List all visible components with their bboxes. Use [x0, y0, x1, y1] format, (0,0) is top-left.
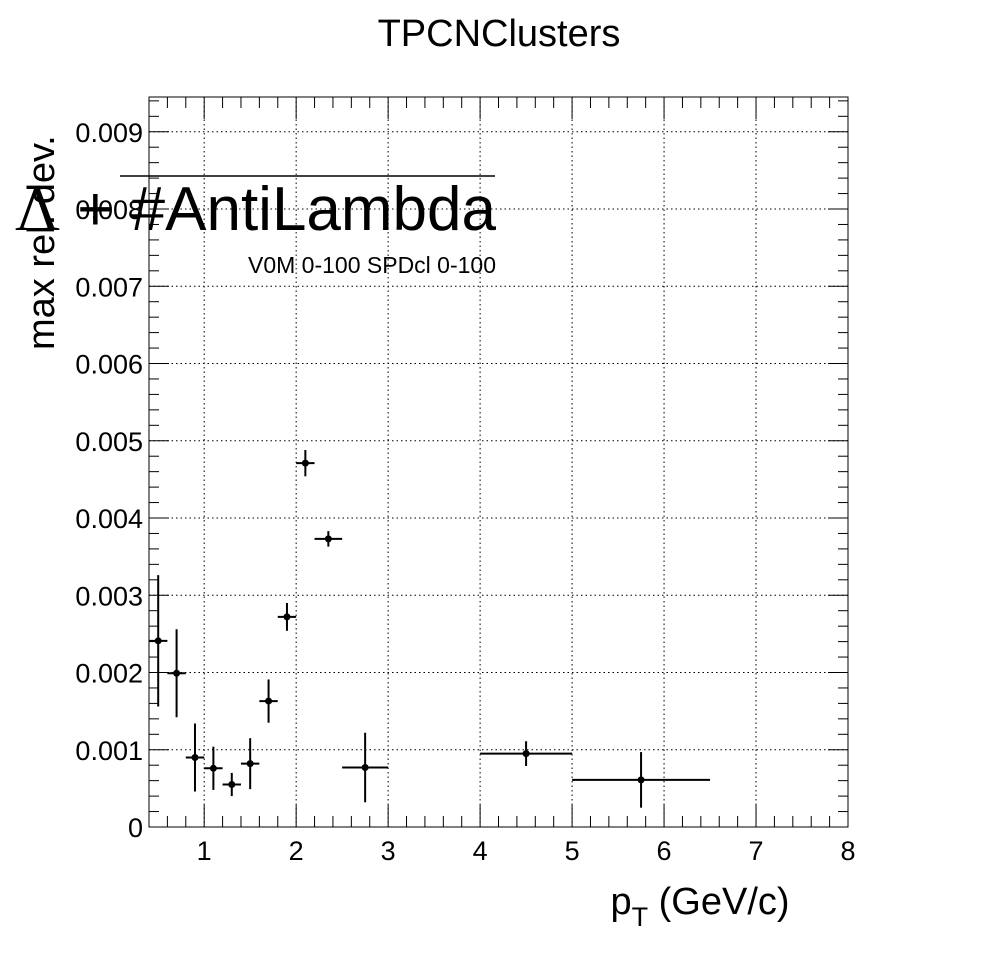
x-tick-label: 8 — [840, 836, 855, 866]
data-marker — [301, 459, 309, 467]
x-tick-label: 6 — [657, 836, 672, 866]
y-tick-label: 0 — [128, 813, 143, 843]
data-point — [222, 772, 241, 797]
x-tick-label: 5 — [565, 836, 580, 866]
data-point — [185, 723, 205, 792]
ticks-layer — [148, 97, 849, 828]
plot-frame — [148, 96, 849, 828]
data-point — [149, 575, 168, 707]
x-tick-label: 1 — [197, 836, 212, 866]
x-tick-label: 2 — [289, 836, 304, 866]
x-axis-label-subscript: T — [632, 902, 649, 932]
x-tick-label: 4 — [473, 836, 488, 866]
data-marker — [154, 637, 162, 645]
legend-lambda-symbol: Λ — [15, 176, 60, 244]
y-tick-label: 0.003 — [75, 581, 143, 611]
legend-entry: Λ + #AntiLambda — [15, 175, 497, 244]
y-tick-label: 0.002 — [75, 659, 143, 689]
data-marker — [361, 764, 369, 772]
y-tick-label: 0.008 — [75, 195, 143, 225]
data-marker — [173, 669, 181, 677]
data-point — [572, 752, 711, 808]
data-point — [167, 629, 186, 718]
data-point — [277, 602, 297, 631]
data-point — [314, 531, 343, 547]
data-marker — [324, 535, 332, 543]
data-point — [296, 450, 315, 477]
data-marker — [191, 753, 199, 761]
data-marker — [283, 613, 291, 621]
y-tick-label: 0.001 — [75, 736, 143, 766]
data-marker — [246, 760, 254, 768]
data-point — [480, 741, 573, 766]
y-axis-label: max rel. dev. — [21, 135, 63, 350]
tick-labels-layer: 1 2 3 4 5 6 7 8 0 0.001 0.002 0.003 0.004 0.005 0.006 0… — [75, 118, 855, 866]
data-marker — [265, 697, 273, 705]
data-marker — [637, 776, 645, 784]
data-marker — [209, 764, 217, 772]
annotation-text: V0M 0-100 SPDcl 0-100 — [248, 252, 496, 278]
legend-entry-rest: + #AntiLambda — [60, 175, 497, 244]
grid-layer — [149, 97, 848, 827]
data-point — [259, 679, 278, 723]
data-marker — [228, 781, 236, 789]
data-marker — [522, 750, 530, 758]
data-point — [240, 738, 260, 790]
data-point — [342, 732, 389, 803]
y-tick-label: 0.009 — [75, 118, 143, 148]
x-axis-label-main: p — [610, 881, 631, 923]
data-points-layer — [149, 450, 711, 808]
data-point — [204, 746, 223, 790]
x-axis-label-unit: (GeV/c) — [648, 881, 789, 923]
x-tick-label: 7 — [749, 836, 764, 866]
y-tick-label: 0.005 — [75, 427, 143, 457]
y-tick-label: 0.007 — [75, 272, 143, 302]
chart-title: TPCNClusters — [378, 13, 621, 55]
x-axis-label: pT (GeV/c) — [610, 881, 789, 932]
y-tick-label: 0.006 — [75, 350, 143, 380]
x-tick-label: 3 — [381, 836, 396, 866]
y-tick-label: 0.004 — [75, 504, 143, 534]
